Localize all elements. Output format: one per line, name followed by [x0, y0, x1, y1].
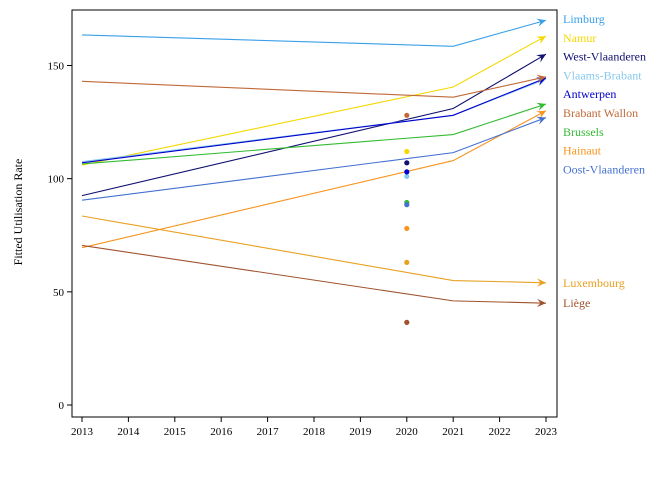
legend-label-luxembourg: Luxembourg	[563, 276, 625, 290]
y-tick-label-100: 100	[48, 174, 65, 186]
x-tick-label-2013: 2013	[71, 426, 94, 438]
legend-label-brussels: Brussels	[563, 125, 604, 139]
observed-point-antwerpen	[404, 169, 410, 175]
x-tick-label-2018: 2018	[303, 426, 326, 438]
observed-point-liege	[404, 319, 410, 325]
x-tick-label-2020: 2020	[396, 426, 419, 438]
series-line-namur	[81, 35, 547, 166]
series-line-oost-vlaanderen	[81, 117, 547, 201]
series-arrow-namur	[536, 36, 546, 45]
x-tick-label-2023: 2023	[535, 426, 558, 438]
series-arrow-liege	[536, 298, 546, 308]
observed-point-vlaams-brabant	[404, 173, 410, 180]
x-tick-label-2015: 2015	[164, 426, 187, 438]
x-tick-label-2017: 2017	[257, 426, 280, 438]
legend-label-west-vlaanderen: West-Vlaanderen	[563, 50, 646, 64]
legend: Limburg Namur West-Vlaanderen Vlaams-Braban…	[563, 12, 646, 310]
legend-label-hainaut: Hainaut	[563, 144, 602, 158]
series-arrow-hainaut	[536, 110, 546, 119]
observed-point-luxembourg	[404, 259, 410, 266]
observed-points	[404, 112, 410, 325]
legend-label-brabant-wallon: Brabant Wallon	[563, 106, 638, 120]
legend-label-limburg: Limburg	[563, 12, 605, 26]
series-arrow-oost-vlaanderen	[536, 116, 546, 125]
series-line-antwerpen	[81, 77, 547, 164]
series-line-brussels	[81, 103, 547, 165]
legend-label-vlaams-brabant: Vlaams-Brabant	[563, 68, 642, 82]
observed-point-brabant-wallon	[404, 112, 410, 118]
plot-frame	[71, 9, 558, 418]
series-arrow-antwerpen	[536, 77, 546, 86]
series-arrow-limburg	[536, 18, 546, 27]
series-line-limburg	[81, 19, 547, 47]
x-tick-label-2016: 2016	[210, 426, 233, 438]
series-lines	[81, 18, 547, 308]
x-tick-label-2021: 2021	[442, 426, 464, 438]
series-arrow-luxembourg	[536, 278, 546, 287]
series-line-brabant-wallon	[81, 76, 547, 98]
series-line-luxembourg	[81, 215, 547, 284]
legend-label-oost-vlaanderen: Oost-Vlaanderen	[563, 162, 645, 176]
series-line-west-vlaanderen	[81, 53, 547, 197]
y-tick-label-150: 150	[48, 61, 65, 73]
x-tick-label-2014: 2014	[117, 426, 140, 438]
observed-point-namur	[404, 148, 410, 155]
x-tick-label-2019: 2019	[349, 426, 372, 438]
y-tick-label-0: 0	[59, 400, 65, 412]
series-line-hainaut	[81, 110, 547, 249]
axes: 2013 2014 2015 2016 2017 2018 2019 2020 2021 2022…	[48, 61, 558, 439]
observed-point-hainaut	[404, 225, 410, 232]
y-tick-label-50: 50	[53, 287, 65, 299]
x-tick-label-2022: 2022	[489, 426, 511, 438]
series-arrow-brussels	[536, 102, 546, 111]
observed-point-west-vlaanderen	[404, 160, 410, 166]
legend-label-namur: Namur	[563, 31, 596, 45]
y-axis-title: Fitted Utilisation Rate	[11, 159, 25, 266]
series-line-liege	[81, 244, 547, 304]
legend-label-liege: Liège	[563, 296, 590, 310]
observed-point-oost-vlaanderen	[404, 202, 410, 208]
series-arrow-brabant-wallon	[536, 74, 546, 83]
series-arrow-west-vlaanderen	[536, 54, 546, 63]
legend-label-antwerpen: Antwerpen	[563, 87, 616, 101]
